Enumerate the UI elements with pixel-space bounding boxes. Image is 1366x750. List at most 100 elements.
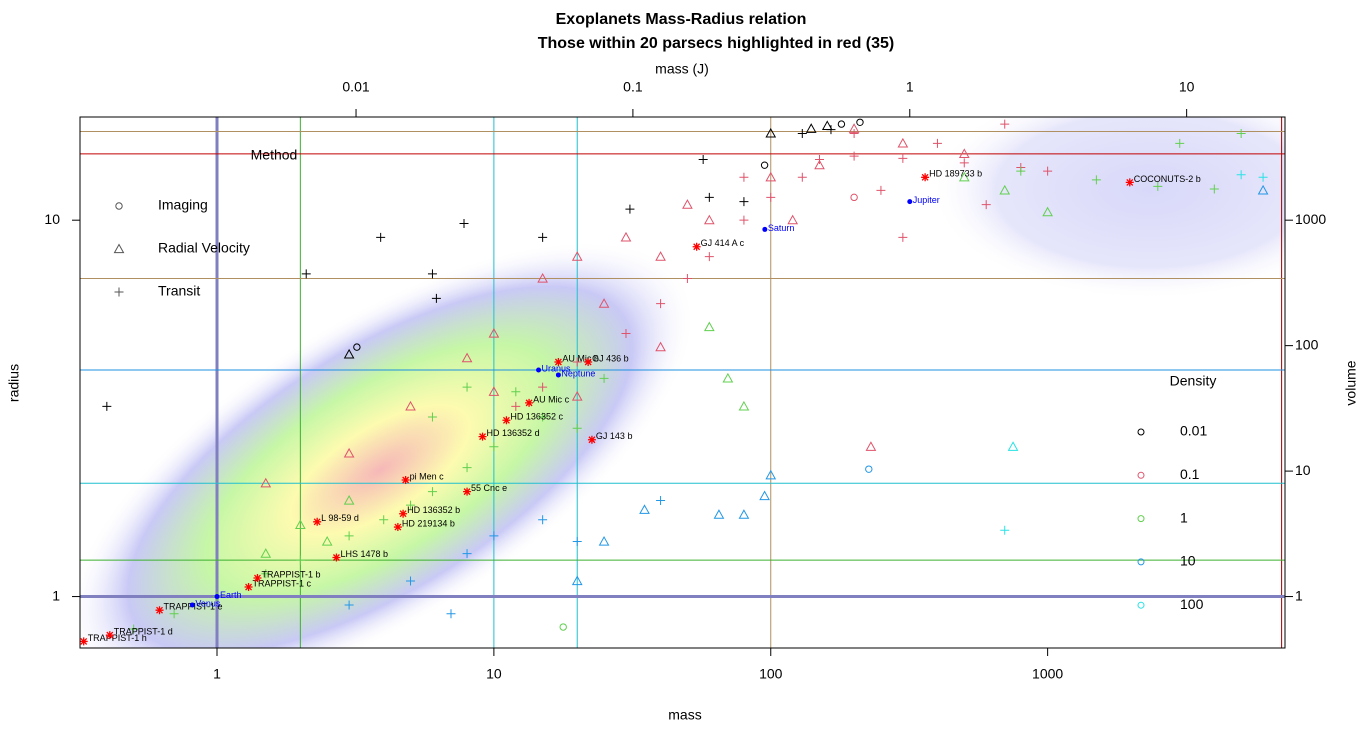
- point: [739, 197, 749, 207]
- point: [849, 151, 859, 161]
- plot-frame: [79, 116, 1286, 649]
- point: [538, 412, 548, 422]
- point: [738, 509, 750, 519]
- point: [1175, 138, 1185, 148]
- x-tick-label: 1000: [1032, 666, 1063, 682]
- solar-planet: [555, 372, 561, 378]
- point: [797, 172, 807, 182]
- planet-label: LHS 1478 b: [340, 549, 388, 559]
- point: [698, 154, 708, 164]
- point: [538, 382, 548, 392]
- point: [427, 412, 437, 422]
- point: [850, 193, 858, 202]
- solar-planet: [762, 226, 768, 232]
- point: [625, 204, 635, 214]
- highlighted-planet: [502, 416, 511, 425]
- point: [260, 548, 272, 558]
- point: [598, 298, 610, 308]
- point: [572, 357, 582, 367]
- legend-symbol: [1137, 601, 1145, 609]
- y2-tick-label: 100: [1295, 336, 1319, 352]
- highlighted-planet: [399, 509, 408, 518]
- point: [511, 401, 521, 411]
- planet-label: L 98-59 d: [321, 513, 359, 523]
- point: [1042, 206, 1053, 217]
- point: [722, 372, 734, 383]
- reference-lines: [80, 117, 1285, 648]
- point: [656, 495, 666, 505]
- point: [301, 269, 311, 279]
- planet-label: pi Men c: [410, 471, 445, 481]
- point: [815, 154, 825, 164]
- point: [1236, 128, 1246, 138]
- legend-label: 10: [1180, 553, 1196, 569]
- point: [102, 401, 112, 411]
- point: [572, 537, 582, 547]
- point: [1258, 172, 1268, 182]
- point: [489, 531, 499, 541]
- point: [656, 299, 666, 309]
- point: [760, 161, 769, 169]
- point: [639, 504, 650, 514]
- point: [766, 192, 776, 202]
- point: [598, 536, 610, 546]
- point: [765, 171, 777, 182]
- planet-label: HD 136352 b: [407, 505, 460, 515]
- point: [538, 515, 548, 525]
- point: [344, 531, 354, 541]
- highlighted-planet: [921, 173, 930, 182]
- point: [655, 341, 666, 352]
- solar-planet-label: Jupiter: [913, 195, 940, 205]
- planet-label: GJ 143 b: [596, 431, 633, 441]
- point: [826, 125, 836, 135]
- planet-label: COCONUTS-2 b: [1134, 174, 1201, 184]
- point: [344, 600, 354, 610]
- planet-label: HD 136352 d: [487, 428, 540, 438]
- point: [405, 400, 416, 411]
- point: [1091, 175, 1101, 185]
- legend-symbol: [114, 287, 124, 297]
- x2-tick-label: 0.1: [623, 79, 643, 95]
- legend-label: Transit: [158, 283, 200, 299]
- point: [260, 477, 272, 488]
- point: [805, 123, 817, 133]
- planet-label: TRAPPIST-1 h: [88, 633, 147, 643]
- point: [1153, 181, 1163, 191]
- legend-title: Method: [251, 147, 298, 163]
- planet-label: AU Mic b: [562, 353, 599, 363]
- point: [821, 120, 833, 131]
- point: [488, 327, 500, 338]
- point: [295, 519, 306, 530]
- point: [489, 442, 499, 452]
- point: [682, 273, 692, 283]
- point: [738, 400, 750, 411]
- point: [261, 569, 271, 579]
- solar-planet-label: Neptune: [561, 368, 595, 378]
- planet-label: TRAPPIST-1 b: [261, 569, 320, 579]
- point: [739, 172, 749, 182]
- x-tick-label: 1: [213, 666, 221, 682]
- point: [1000, 525, 1010, 535]
- point: [865, 441, 877, 451]
- highlighted-planet: [587, 435, 596, 444]
- point: [814, 159, 825, 170]
- highlighted-planet: [332, 553, 341, 562]
- point: [406, 576, 416, 586]
- legend-label: 0.1: [1180, 466, 1200, 482]
- point: [169, 609, 179, 619]
- point: [431, 293, 441, 303]
- point: [295, 555, 305, 565]
- legend-label: 100: [1180, 596, 1204, 612]
- point: [1016, 166, 1026, 176]
- density-surface: [930, 117, 1285, 300]
- planet-label: HD 136352 c: [510, 412, 563, 422]
- point: [538, 232, 548, 242]
- point: [321, 536, 333, 546]
- solar-planet-label: Venus: [195, 598, 221, 608]
- planet-label: 55 Cnc e: [471, 483, 507, 493]
- point: [999, 184, 1011, 195]
- legend-symbol: [115, 202, 123, 210]
- solar-planet: [907, 199, 913, 205]
- legend-label: 1: [1180, 509, 1188, 525]
